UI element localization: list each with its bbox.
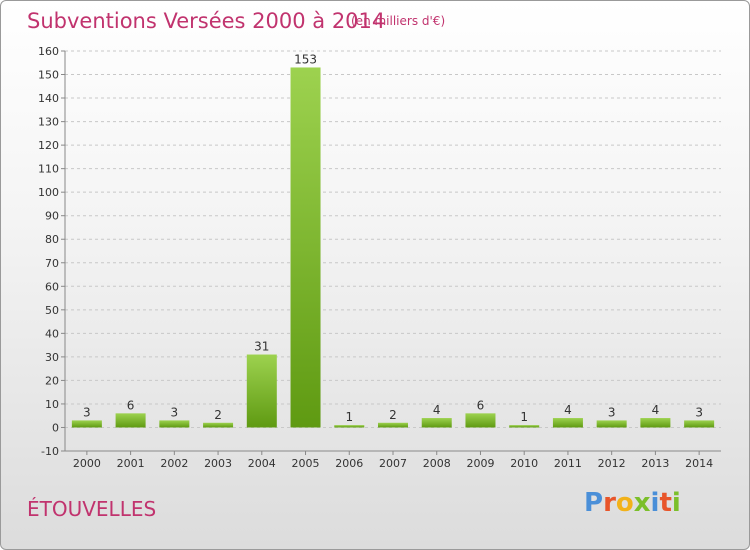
y-tick-label: 120 <box>38 139 59 152</box>
chart-title: Subventions Versées 2000 à 2014 <box>27 9 386 33</box>
x-tick-label-2003: 2003 <box>204 457 232 470</box>
y-tick-label: 110 <box>38 163 59 176</box>
value-label-2013: 4 <box>652 403 660 417</box>
logo-letter: i <box>650 488 660 518</box>
logo-letter: t <box>659 488 672 518</box>
bar-2013 <box>640 418 671 428</box>
y-tick-label: 60 <box>45 280 59 293</box>
bar-2006 <box>334 425 365 428</box>
y-tick-label: 140 <box>38 92 59 105</box>
value-label-2006: 1 <box>345 410 353 424</box>
y-tick-label: 50 <box>45 304 59 317</box>
chart-unit-label: (en milliers d'€) <box>351 14 446 28</box>
proxiti-logo: Proxiti <box>584 488 681 518</box>
bar-2001 <box>115 413 146 428</box>
bar-2010 <box>509 425 540 428</box>
bar-2009 <box>465 413 496 428</box>
value-label-2003: 2 <box>214 408 222 422</box>
y-tick-label: 10 <box>45 398 59 411</box>
bar-2005 <box>290 67 321 428</box>
x-tick-label-2005: 2005 <box>292 457 320 470</box>
logo-letter: o <box>615 488 634 518</box>
value-label-2008: 4 <box>433 403 441 417</box>
logo-letter: i <box>671 488 681 518</box>
x-tick-label-2001: 2001 <box>117 457 145 470</box>
value-label-2012: 3 <box>608 405 616 419</box>
x-tick-label-2007: 2007 <box>379 457 407 470</box>
x-tick-label-2008: 2008 <box>423 457 451 470</box>
bar-2011 <box>552 418 583 428</box>
value-label-2004: 31 <box>254 340 269 354</box>
y-tick-label: 100 <box>38 186 59 199</box>
y-tick-label: 0 <box>52 421 59 434</box>
y-tick-label: 80 <box>45 233 59 246</box>
y-tick-label: 160 <box>38 45 59 58</box>
x-tick-label-2006: 2006 <box>335 457 363 470</box>
value-label-2005: 153 <box>294 52 317 66</box>
bar-2008 <box>421 418 452 428</box>
value-label-2000: 3 <box>83 405 91 419</box>
value-label-2001: 6 <box>127 398 135 412</box>
bar-2014 <box>684 420 715 428</box>
x-tick-label-2002: 2002 <box>160 457 188 470</box>
logo-letter: x <box>633 488 651 518</box>
bar-2007 <box>378 422 408 428</box>
y-tick-label: 90 <box>45 210 59 223</box>
bar-2004 <box>246 354 277 428</box>
y-tick-label: 20 <box>45 374 59 387</box>
x-tick-label-2000: 2000 <box>73 457 101 470</box>
bar-2002 <box>159 420 190 428</box>
y-tick-label: 130 <box>38 116 59 129</box>
y-tick-label: 30 <box>45 351 59 364</box>
x-tick-label-2010: 2010 <box>510 457 538 470</box>
value-label-2007: 2 <box>389 408 397 422</box>
y-tick-label: 40 <box>45 327 59 340</box>
value-label-2011: 4 <box>564 403 572 417</box>
bar-2003 <box>203 422 234 428</box>
logo-letter: P <box>584 488 604 518</box>
value-label-2002: 3 <box>171 405 179 419</box>
x-tick-label-2012: 2012 <box>598 457 626 470</box>
bar-2012 <box>596 420 627 428</box>
logo-letter: r <box>603 488 616 518</box>
commune-name: ÉTOUVELLES <box>27 497 157 521</box>
x-tick-label-2004: 2004 <box>248 457 276 470</box>
value-label-2010: 1 <box>520 410 528 424</box>
x-tick-label-2009: 2009 <box>466 457 494 470</box>
y-tick-label: 150 <box>38 69 59 82</box>
y-tick-label: -10 <box>41 445 59 458</box>
x-tick-label-2014: 2014 <box>685 457 713 470</box>
value-label-2014: 3 <box>695 405 703 419</box>
x-tick-label-2013: 2013 <box>641 457 669 470</box>
bar-2000 <box>71 420 102 428</box>
y-tick-label: 70 <box>45 257 59 270</box>
x-tick-label-2011: 2011 <box>554 457 582 470</box>
value-label-2009: 6 <box>477 398 485 412</box>
